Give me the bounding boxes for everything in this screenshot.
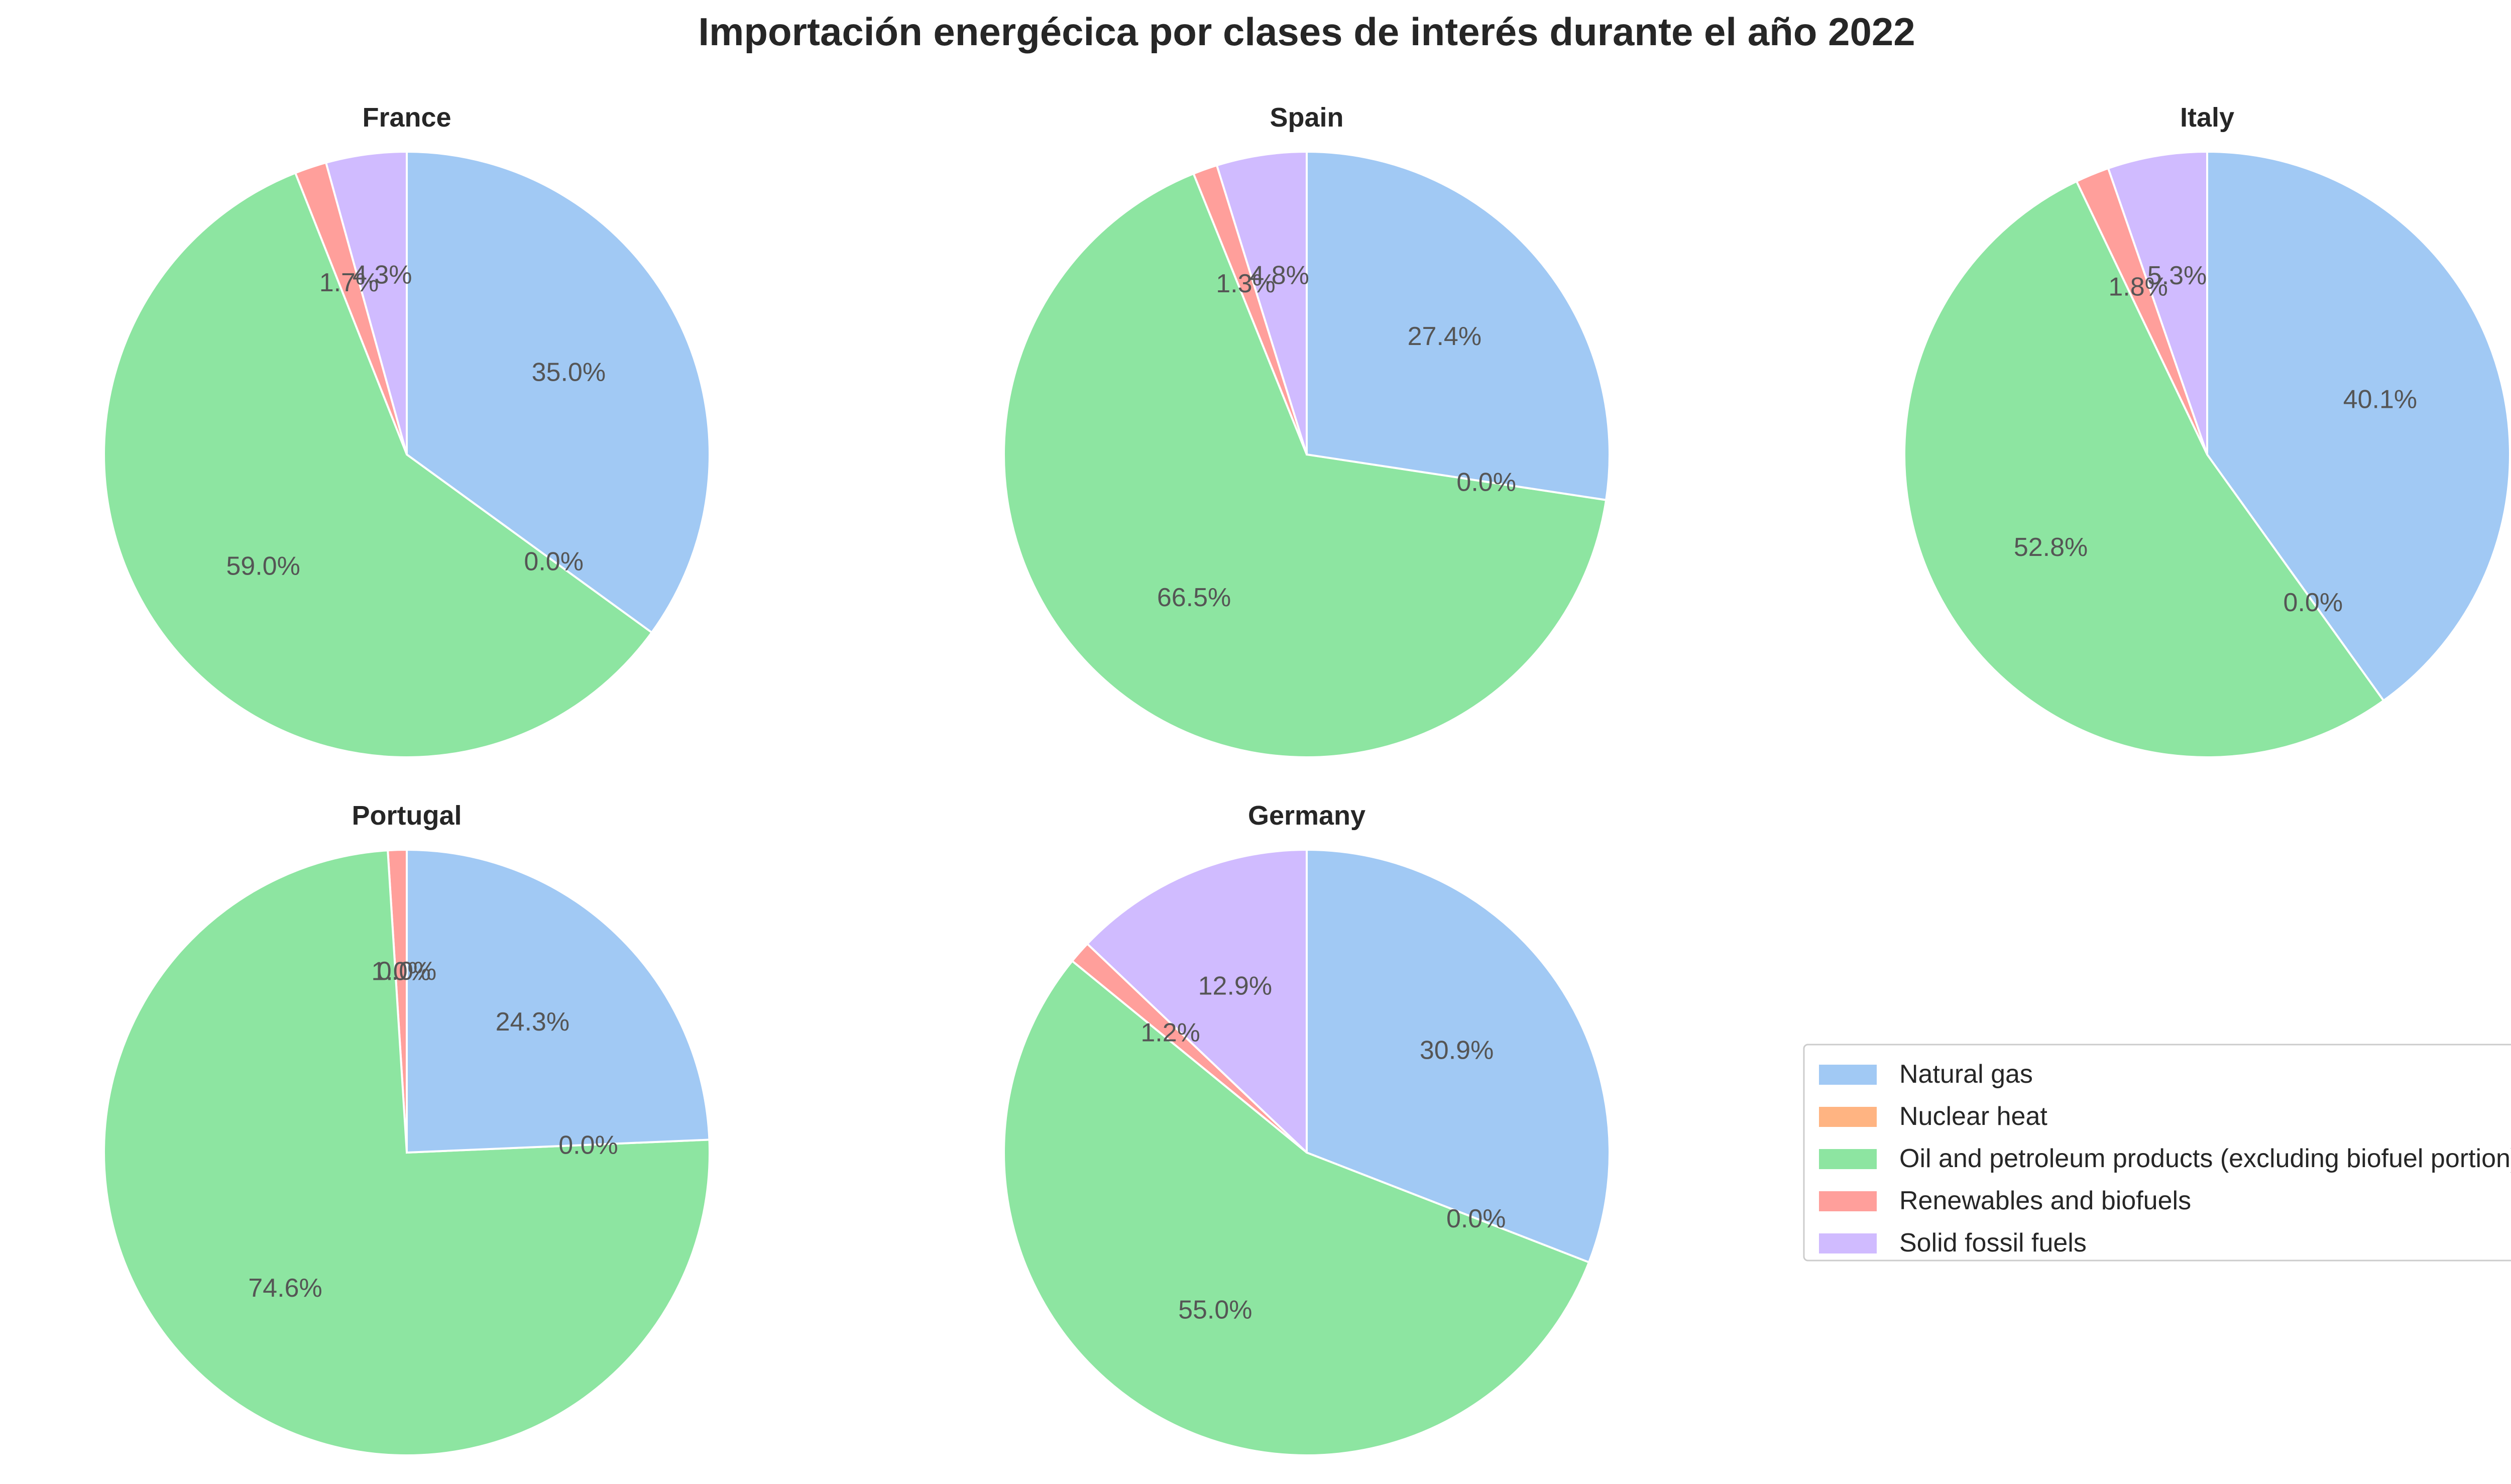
pie-value-label: 12.9% <box>1198 972 1272 1001</box>
pie-value-label: 0.0% <box>2284 588 2343 617</box>
legend-label: Solid fossil fuels <box>1899 1228 2087 1258</box>
pie-value-label: 40.1% <box>2343 385 2417 414</box>
pie-slice-solid-fossil-fuels <box>1086 848 1308 1155</box>
pie-value-label: 35.0% <box>532 358 606 387</box>
pie-slice-natural-gas <box>406 150 711 634</box>
pie-value-label: 0.0% <box>1446 1204 1506 1233</box>
pie-value-label: 0.0% <box>558 1131 618 1160</box>
pie-value-label: 52.8% <box>2014 533 2088 562</box>
pie-slice-oil-and-petroleum-products-excluding-biofuel-portion <box>1903 180 2385 758</box>
pie-value-label: 30.9% <box>1420 1036 1494 1065</box>
pie-value-label: 66.5% <box>1157 583 1231 612</box>
pie-value-label: 4.3% <box>353 260 412 289</box>
pie-france: France 4.3%1.7% 59.0% 0.0% 35.0% <box>103 102 711 759</box>
pie-slice-natural-gas <box>2206 150 2511 702</box>
legend-swatch-solid-fossil-fuels <box>1819 1233 1877 1253</box>
pie-value-label: 1.3% <box>1216 269 1276 298</box>
pie-value-label: 1.2% <box>1140 1018 1200 1048</box>
pie-value-label: 0.0% <box>1456 468 1516 497</box>
pie-title: Germany <box>1248 801 1365 831</box>
pie-charts: France 4.3%1.7% 59.0% 0.0% 35.0% Spain 4.8%1.3… <box>103 102 2511 1456</box>
pie-value-label: 59.0% <box>226 552 300 581</box>
legend-label: Nuclear heat <box>1899 1102 2047 1131</box>
pie-value-label: 0.0% <box>524 547 584 577</box>
pie-title: Spain <box>1270 102 1343 133</box>
legend-swatch-renewables-and-biofuels <box>1819 1191 1877 1211</box>
pie-value-label: 1.0% <box>371 957 431 986</box>
pie-value-label: 74.6% <box>248 1274 322 1303</box>
figure-title: Importación energécica por clases de int… <box>698 10 1915 54</box>
pie-title: France <box>362 102 451 133</box>
pie-value-label: 1.8% <box>2108 272 2168 301</box>
pie-value-label: 4.8% <box>1249 261 1309 290</box>
pie-italy: Italy 5.3%1.8% 52.8% 0.0% 40.1% <box>1903 102 2511 758</box>
legend-label: Natural gas <box>1899 1060 2033 1089</box>
pie-value-label: 1.7% <box>319 268 379 297</box>
pie-title: Italy <box>2180 102 2234 133</box>
pie-slice-natural-gas <box>406 848 711 1154</box>
pie-slice-oil-and-petroleum-products-excluding-biofuel-portion <box>103 171 653 759</box>
pie-slice-oil-and-petroleum-products-excluding-biofuel-portion <box>1003 172 1608 758</box>
pie-value-label: 55.0% <box>1178 1296 1252 1325</box>
pie-value-label: 0.0% <box>377 957 437 986</box>
pie-slice-solid-fossil-fuels <box>1215 150 1308 455</box>
pie-slice-oil-and-petroleum-products-excluding-biofuel-portion <box>1003 959 1590 1456</box>
legend: Natural gas Nuclear heat Oil and petroleum… <box>1803 1044 2511 1262</box>
pie-slice-natural-gas <box>1306 150 1611 501</box>
pie-slice-natural-gas <box>1306 848 1611 1264</box>
pie-value-label: 27.4% <box>1408 322 1481 351</box>
legend-label: Oil and petroleum products (excluding bi… <box>1899 1144 2511 1173</box>
legend-label: Renewables and biofuels <box>1899 1186 2191 1215</box>
legend-swatch-natural-gas <box>1819 1065 1877 1085</box>
legend-swatch-oil-and-petroleum-products-excluding-biofuel-portion <box>1819 1149 1877 1169</box>
legend-frame <box>1803 1044 2511 1262</box>
pie-slice-solid-fossil-fuels <box>2107 150 2208 455</box>
pie-value-label: 5.3% <box>2147 261 2207 290</box>
pie-germany: Germany 12.9% 1.2% 55.0% 0.0% 30.9% <box>1003 801 1611 1456</box>
pie-spain: Spain 4.8%1.3% 66.5% 0.0% 27.4% <box>1003 102 1611 758</box>
legend-swatch-nuclear-heat <box>1819 1107 1877 1127</box>
pie-value-label: 24.3% <box>496 1007 569 1037</box>
pie-title: Portugal <box>352 801 462 831</box>
